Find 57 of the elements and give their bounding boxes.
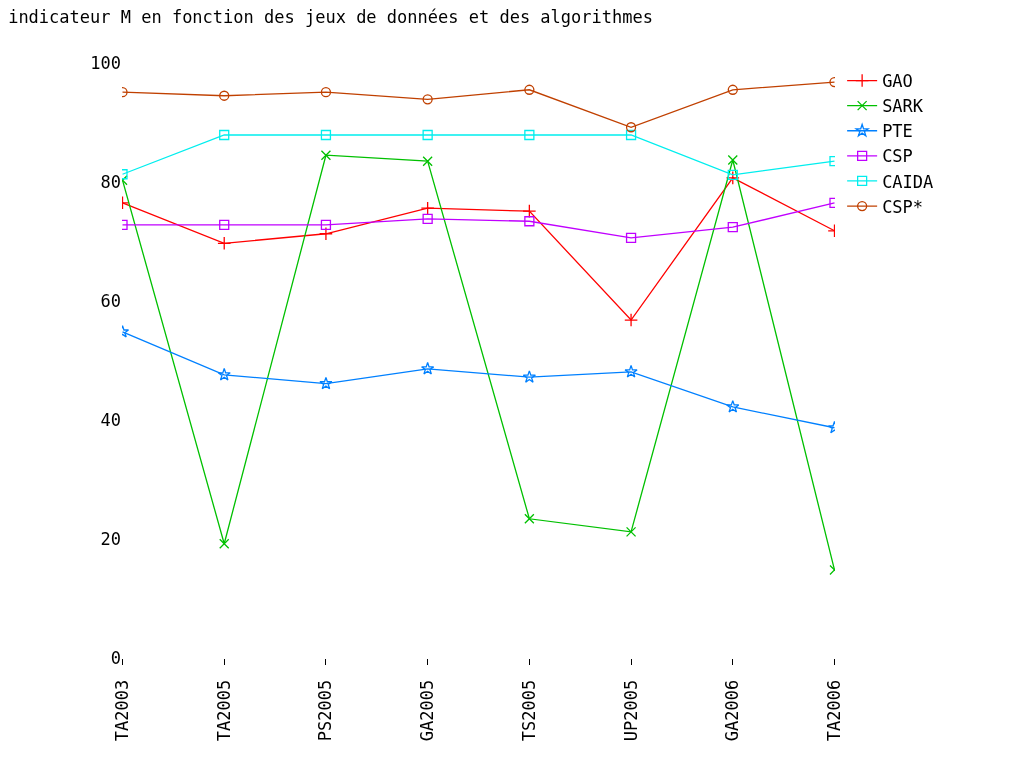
legend-label: CAIDA [882, 171, 934, 192]
point [524, 216, 535, 227]
point [524, 84, 535, 95]
point [725, 170, 740, 185]
point [422, 94, 433, 105]
x-tick-label: TS2005 [518, 679, 539, 742]
x-tick-label: TA2005 [213, 679, 234, 742]
legend-label: PTE [882, 121, 913, 142]
point [319, 376, 333, 390]
x-tick-label: UP2005 [620, 679, 641, 742]
point [524, 513, 535, 524]
chart-title: indicateur M en fonction des jeux de données et des algorithmes [8, 7, 653, 28]
x-tick-label: PS2005 [315, 679, 336, 742]
point [624, 313, 639, 327]
y-tick-label: 40 [100, 409, 121, 430]
point [320, 150, 332, 161]
point [320, 219, 332, 230]
point [524, 129, 535, 141]
x-tick-label: GA2005 [417, 679, 438, 742]
point [727, 154, 738, 166]
point [624, 364, 638, 378]
point [217, 236, 232, 251]
point [421, 361, 435, 375]
point [726, 399, 740, 413]
point [625, 122, 637, 133]
y-tick-label: 60 [100, 290, 121, 311]
point [727, 84, 738, 95]
legend-label: CSP [882, 146, 913, 167]
point [422, 156, 433, 167]
point [219, 129, 230, 141]
point [318, 226, 333, 241]
point [727, 169, 738, 181]
y-tick-label: 100 [90, 52, 121, 73]
point [422, 213, 433, 225]
legend-label: SARK [882, 96, 924, 117]
point [625, 526, 637, 538]
point [320, 87, 332, 98]
point [522, 204, 537, 219]
legend-label: GAO [882, 71, 913, 92]
y-tick-label: 80 [100, 171, 121, 192]
point [422, 129, 433, 141]
point [320, 129, 332, 141]
y-tick-label: 20 [100, 528, 121, 549]
point [217, 367, 231, 381]
point [522, 370, 536, 383]
point [219, 538, 230, 549]
point [727, 222, 738, 233]
x-tick-label: GA2006 [722, 679, 743, 742]
point [219, 219, 230, 230]
point [625, 232, 637, 244]
point [219, 90, 230, 101]
x-tick-label: TA2003 [112, 679, 133, 742]
point [420, 201, 435, 216]
legend-label: CSP* [882, 196, 924, 217]
y-tick-label: 0 [110, 647, 121, 668]
x-tick-label: TA2006 [824, 679, 845, 742]
point [625, 129, 637, 141]
